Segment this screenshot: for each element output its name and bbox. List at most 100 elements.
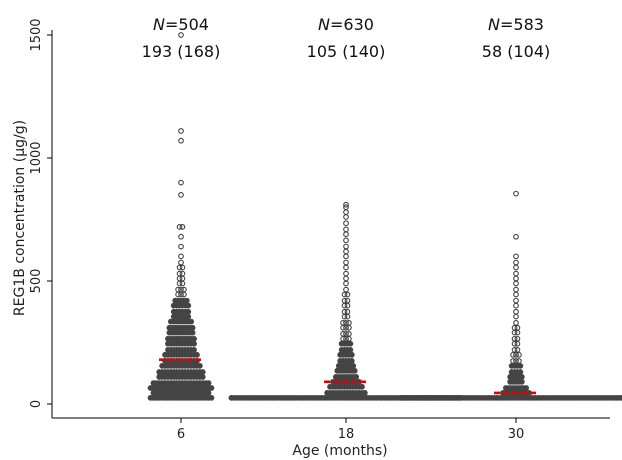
data-point bbox=[346, 324, 352, 331]
data-point bbox=[343, 201, 349, 208]
x-tick-label: 18 bbox=[338, 427, 355, 442]
data-point bbox=[346, 331, 352, 337]
data-point bbox=[516, 351, 522, 358]
data-point bbox=[344, 308, 351, 315]
data-point bbox=[191, 340, 197, 347]
data-point bbox=[514, 340, 521, 347]
data-point bbox=[516, 358, 522, 364]
data-point bbox=[343, 204, 349, 211]
data-point bbox=[511, 335, 518, 342]
data-points bbox=[147, 32, 622, 401]
data-point bbox=[178, 233, 184, 240]
n-symbol: N bbox=[488, 15, 500, 34]
data-point bbox=[343, 319, 349, 326]
data-point bbox=[343, 214, 349, 220]
x-axis-ticks: 6 18 30 bbox=[177, 418, 524, 442]
summary-label: 105 (140) bbox=[307, 42, 386, 61]
data-point bbox=[178, 243, 184, 250]
data-point bbox=[513, 280, 519, 287]
data-point bbox=[343, 280, 349, 287]
data-point bbox=[518, 374, 525, 380]
data-point bbox=[344, 302, 351, 309]
data-point bbox=[188, 318, 195, 325]
data-point bbox=[191, 335, 197, 342]
summary-label: 193 (168) bbox=[142, 42, 221, 61]
data-point bbox=[343, 243, 349, 250]
data-point bbox=[513, 319, 519, 326]
data-point bbox=[340, 331, 346, 337]
data-point bbox=[513, 264, 519, 271]
data-point bbox=[513, 275, 519, 282]
data-point bbox=[510, 358, 516, 364]
data-point bbox=[513, 302, 519, 309]
data-point bbox=[185, 313, 192, 320]
data-point bbox=[181, 286, 187, 293]
data-point bbox=[189, 329, 196, 336]
data-point bbox=[208, 394, 215, 401]
data-point bbox=[513, 270, 519, 277]
data-point bbox=[514, 335, 521, 342]
data-point bbox=[343, 253, 349, 260]
data-point bbox=[189, 324, 196, 331]
data-point bbox=[178, 128, 184, 134]
n-value: =504 bbox=[165, 15, 209, 34]
data-point bbox=[199, 369, 206, 375]
data-point bbox=[343, 220, 349, 227]
data-point bbox=[343, 231, 349, 238]
data-point bbox=[513, 291, 519, 298]
data-point bbox=[176, 270, 183, 277]
data-point bbox=[343, 237, 349, 244]
data-point bbox=[343, 331, 349, 337]
data-point bbox=[514, 329, 521, 336]
data-point bbox=[341, 297, 348, 304]
x-tick-label: 30 bbox=[508, 427, 525, 442]
data-point bbox=[185, 308, 192, 315]
n-label: N=504 bbox=[153, 15, 209, 34]
data-point bbox=[361, 390, 368, 396]
y-tick-label: 500 bbox=[29, 269, 44, 294]
data-point bbox=[179, 280, 186, 287]
data-point bbox=[518, 378, 525, 385]
data-point bbox=[179, 264, 186, 271]
data-point bbox=[179, 224, 186, 230]
y-tick-label: 0 bbox=[29, 400, 44, 408]
data-point bbox=[513, 308, 519, 315]
data-point bbox=[341, 291, 348, 298]
median-markers bbox=[159, 358, 538, 395]
data-point bbox=[343, 226, 349, 233]
data-point bbox=[344, 313, 351, 320]
data-point bbox=[513, 297, 519, 304]
data-point bbox=[343, 209, 349, 215]
y-axis-title: REG1B concentration (µg/g) bbox=[12, 120, 28, 316]
n-label: N=630 bbox=[318, 15, 374, 34]
n-label: N=583 bbox=[488, 15, 544, 34]
data-point bbox=[183, 297, 190, 304]
data-point bbox=[350, 362, 357, 369]
data-point bbox=[513, 253, 519, 260]
y-tick-label: 1000 bbox=[29, 141, 44, 174]
data-point bbox=[359, 383, 365, 390]
data-point bbox=[344, 291, 351, 298]
data-point bbox=[511, 324, 518, 331]
data-point bbox=[513, 233, 519, 240]
x-axis-title: Age (months) bbox=[292, 443, 387, 459]
data-point bbox=[351, 367, 358, 374]
data-point bbox=[517, 362, 524, 369]
data-point bbox=[343, 264, 349, 271]
summary-label: 58 (104) bbox=[482, 42, 550, 61]
n-value: =583 bbox=[500, 15, 544, 34]
data-point bbox=[343, 275, 349, 282]
data-point bbox=[513, 358, 519, 364]
data-point bbox=[343, 248, 349, 255]
n-symbol: N bbox=[318, 15, 330, 34]
data-point bbox=[513, 190, 519, 197]
data-point bbox=[343, 259, 349, 266]
data-point bbox=[179, 270, 186, 277]
data-point bbox=[178, 286, 184, 293]
data-point bbox=[514, 324, 521, 331]
data-point bbox=[205, 390, 212, 396]
data-point bbox=[205, 380, 212, 386]
y-tick-label: 1500 bbox=[29, 18, 44, 51]
